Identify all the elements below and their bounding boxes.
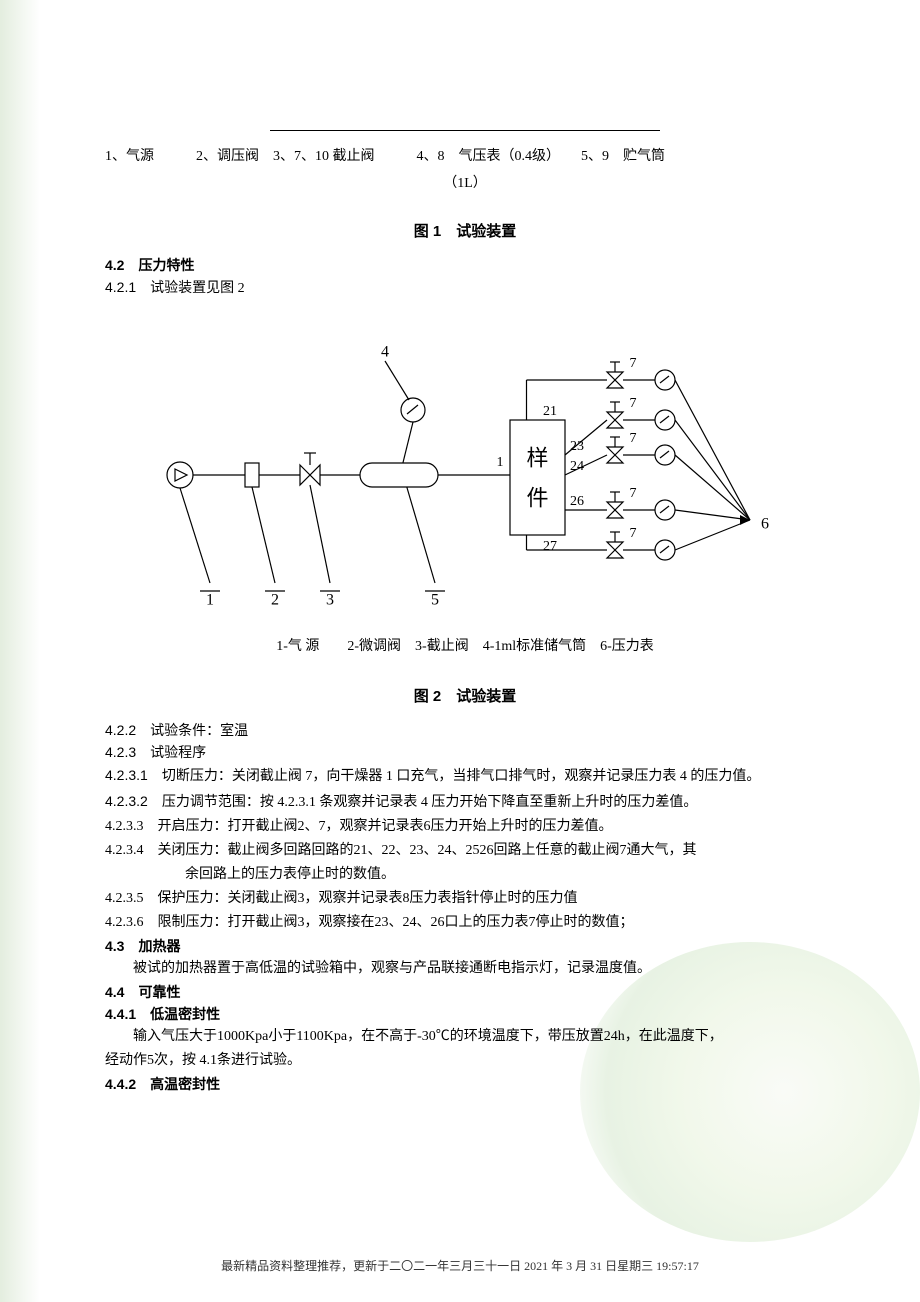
sec-text: 切断压力：关闭截止阀 7，向干燥器 1 口充气，当排气口排气时，观察并记录压力表… [148, 769, 761, 784]
heading-4-4: 4.4 可靠性 [105, 982, 825, 1002]
para-4-2-3-2: 4.2.3.2 压力调节范围：按 4.2.3.1 条观察并记录表 4 压力开始下… [105, 790, 825, 814]
figure1-legend: 1、气源 2、调压阀 3、7、10 截止阀 4、8 气压表（0.4级） 5、9 … [105, 146, 825, 168]
svg-text:1: 1 [206, 592, 214, 609]
figure2-caption: 图 2 试验装置 [105, 685, 825, 706]
diagram-svg: 41235样件12123242627777776 [105, 315, 805, 615]
para-4-2-3-3: 4.2.3.3 开启压力：打开截止阀2、7，观察并记录表6压力开始上升时的压力差… [105, 816, 825, 838]
svg-text:3: 3 [326, 592, 334, 609]
heading-4-2-3: 4.2.3 试验程序 [105, 742, 825, 762]
sec-text: 试验装置见图 2 [136, 281, 245, 296]
svg-text:件: 件 [526, 486, 548, 511]
figure2-legend: 1-气 源 2-微调阀 3-截止阀 4-1ml标准储气筒 6-压力表 [105, 635, 825, 655]
heading-4-4-2-text: 4.4.2 高温密封性 [105, 1076, 220, 1092]
sec-num: 4.2.1 [105, 279, 136, 295]
sec-text: 试验程序 [136, 746, 206, 761]
heading-4-3-text: 4.3 加热器 [105, 938, 180, 954]
heading-4-4-text: 4.4 可靠性 [105, 984, 180, 1000]
para-4-2-3-5: 4.2.3.5 保护压力：关闭截止阀3，观察并记录表8压力表指针停止时的压力值 [105, 888, 825, 910]
heading-4-2-2: 4.2.2 试验条件：室温 [105, 720, 825, 740]
svg-text:27: 27 [543, 539, 557, 554]
para-4-2-3-4b: 余回路上的压力表停止时的数值。 [105, 864, 825, 886]
page-footer: 最新精品资料整理推荐，更新于二〇二一年三月三十一日 2021 年 3 月 31 … [0, 1257, 920, 1274]
sec-text: 压力调节范围：按 4.2.3.1 条观察并记录表 4 压力开始下降直至重新上升时… [148, 795, 698, 810]
heading-4-2-1: 4.2.1 试验装置见图 2 [105, 277, 825, 297]
para-4-4-1b: 经动作5次，按 4.1条进行试验。 [105, 1050, 825, 1072]
background-gradient-left [0, 0, 40, 1302]
sec-num: 4.2.3 [105, 744, 136, 760]
para-4-3: 被试的加热器置于高低温的试验箱中，观察与产品联接通断电指示灯，记录温度值。 [105, 958, 825, 980]
figure1-caption: 图 1 试验装置 [105, 220, 825, 241]
para-4-2-3-6: 4.2.3.6 限制压力：打开截止阀3，观察接在23、24、26口上的压力表7停… [105, 912, 825, 934]
svg-text:5: 5 [431, 592, 439, 609]
svg-text:7: 7 [630, 396, 637, 411]
para-4-2-3-4a: 4.2.3.4 关闭压力：截止阀多回路回路的21、22、23、24、2526回路… [105, 840, 825, 862]
svg-text:1: 1 [497, 455, 504, 470]
document-page: 1、气源 2、调压阀 3、7、10 截止阀 4、8 气压表（0.4级） 5、9 … [0, 0, 920, 1302]
svg-text:7: 7 [630, 486, 637, 501]
figure2-diagram: 41235样件12123242627777776 [105, 315, 825, 625]
svg-text:26: 26 [570, 494, 584, 509]
para-4-2-3-1: 4.2.3.1 切断压力：关闭截止阀 7，向干燥器 1 口充气，当排气口排气时，… [105, 764, 825, 788]
svg-text:7: 7 [630, 431, 637, 446]
svg-text:6: 6 [761, 516, 769, 533]
sec-text: 试验条件：室温 [136, 724, 248, 739]
heading-4-4-1: 4.4.1 低温密封性 [105, 1004, 825, 1024]
para-4-4-1a: 输入气压大于1000Kpa小于1100Kpa，在不高于-30℃的环境温度下，带压… [105, 1026, 825, 1048]
heading-4-3: 4.3 加热器 [105, 936, 825, 956]
heading-4-4-2: 4.4.2 高温密封性 [105, 1074, 825, 1094]
heading-4-2: 4.2 压力特性 [105, 255, 825, 275]
svg-text:2: 2 [271, 592, 279, 609]
top-rule [270, 130, 660, 131]
heading-4-2-text: 4.2 压力特性 [105, 257, 194, 273]
page-content: 1、气源 2、调压阀 3、7、10 截止阀 4、8 气压表（0.4级） 5、9 … [105, 130, 825, 1096]
sec-num: 4.2.3.2 [105, 793, 148, 809]
svg-text:样: 样 [526, 445, 548, 470]
svg-text:7: 7 [630, 526, 637, 541]
figure1-legend-sub: （1L） [105, 172, 825, 192]
heading-4-4-1-text: 4.4.1 低温密封性 [105, 1006, 220, 1022]
svg-text:21: 21 [543, 404, 557, 419]
sec-num: 4.2.3.1 [105, 767, 148, 783]
sec-num: 4.2.2 [105, 722, 136, 738]
svg-text:7: 7 [630, 356, 637, 371]
svg-text:4: 4 [381, 344, 389, 361]
